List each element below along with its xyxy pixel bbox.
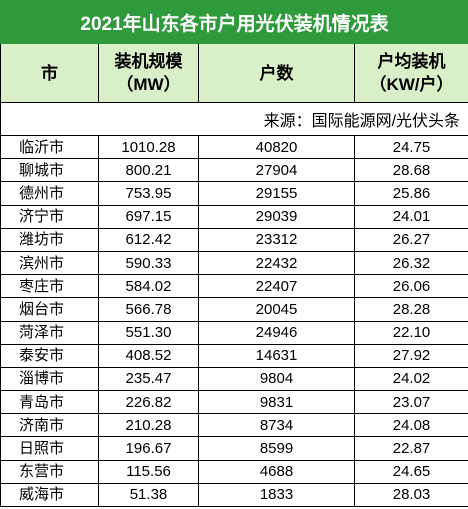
city-cell: 青岛市 <box>0 390 99 415</box>
value-cell: 24.75 <box>353 134 468 160</box>
value-cell: 26.06 <box>353 274 468 299</box>
column-header: 市 <box>0 43 99 103</box>
city-cell: 菏泽市 <box>0 320 99 345</box>
value-cell: 28.03 <box>353 482 468 508</box>
value-cell: 28.68 <box>353 158 468 183</box>
value-cell: 1833 <box>198 482 355 508</box>
value-cell: 753.95 <box>98 181 199 206</box>
table-row: 临沂市 1010.28 40820 24.75 <box>0 134 468 160</box>
value-cell: 235.47 <box>98 366 199 392</box>
value-cell: 24.08 <box>353 413 468 438</box>
table-row: 泰安市 408.52 14631 27.92 <box>0 343 468 368</box>
value-cell: 584.02 <box>98 274 199 299</box>
value-cell: 22407 <box>198 274 355 299</box>
city-cell: 临沂市 <box>0 134 99 160</box>
value-cell: 551.30 <box>98 320 199 345</box>
value-cell: 40820 <box>198 134 355 160</box>
value-cell: 210.28 <box>98 413 199 438</box>
value-cell: 20045 <box>198 297 355 322</box>
table-row: 济南市 210.28 8734 24.08 <box>0 413 468 438</box>
value-cell: 8734 <box>198 413 355 438</box>
table-row: 枣庄市 584.02 22407 26.06 <box>0 274 468 299</box>
header-row: 市 装机规模 （MW） 户数 户均装机 （KW/户） <box>0 43 468 103</box>
header-line: 户均装机 <box>377 52 446 71</box>
city-cell: 济南市 <box>0 413 99 438</box>
source-note: 来源：国际能源网/光伏头条 <box>0 102 468 136</box>
city-cell: 日照市 <box>0 436 99 461</box>
header-line: 装机规模 <box>114 52 183 71</box>
city-cell: 济宁市 <box>0 204 99 229</box>
value-cell: 24946 <box>198 320 355 345</box>
value-cell: 1010.28 <box>98 134 199 160</box>
header-line: （MW） <box>116 75 181 94</box>
value-cell: 9831 <box>198 390 355 415</box>
value-cell: 590.33 <box>98 250 199 276</box>
table-row: 德州市 753.95 29155 25.86 <box>0 181 468 206</box>
value-cell: 4688 <box>198 459 355 484</box>
value-cell: 51.38 <box>98 482 199 508</box>
city-cell: 泰安市 <box>0 343 99 368</box>
value-cell: 24.65 <box>353 459 468 484</box>
value-cell: 28.28 <box>353 297 468 322</box>
column-header: 装机规模 （MW） <box>98 43 199 103</box>
value-cell: 29155 <box>198 181 355 206</box>
value-cell: 27.92 <box>353 343 468 368</box>
value-cell: 23312 <box>198 227 355 252</box>
table-row: 聊城市 800.21 27904 28.68 <box>0 158 468 183</box>
city-cell: 威海市 <box>0 482 99 508</box>
table-row: 青岛市 226.82 9831 23.07 <box>0 390 468 415</box>
column-header: 户数 <box>198 43 355 103</box>
table-row: 威海市 51.38 1833 28.03 <box>0 482 468 508</box>
value-cell: 408.52 <box>98 343 199 368</box>
value-cell: 24.02 <box>353 366 468 392</box>
column-header: 户均装机 （KW/户） <box>353 43 468 103</box>
value-cell: 226.82 <box>98 390 199 415</box>
value-cell: 22.10 <box>353 320 468 345</box>
table-row: 淄博市 235.47 9804 24.02 <box>0 366 468 392</box>
table-row: 滨州市 590.33 22432 26.32 <box>0 250 468 276</box>
table-row: 潍坊市 612.42 23312 26.27 <box>0 227 468 252</box>
value-cell: 196.67 <box>98 436 199 461</box>
value-cell: 22.87 <box>353 436 468 461</box>
value-cell: 26.27 <box>353 227 468 252</box>
value-cell: 566.78 <box>98 297 199 322</box>
value-cell: 9804 <box>198 366 355 392</box>
value-cell: 612.42 <box>98 227 199 252</box>
city-cell: 聊城市 <box>0 158 99 183</box>
table-row: 烟台市 566.78 20045 28.28 <box>0 297 468 322</box>
table-body: 临沂市 1010.28 40820 24.75 聊城市 800.21 27904 28.68 德… <box>0 134 468 508</box>
table-row: 东营市 115.56 4688 24.65 <box>0 459 468 484</box>
value-cell: 8599 <box>198 436 355 461</box>
header-line: 户数 <box>259 63 294 83</box>
header-line: 市 <box>41 63 58 83</box>
table-row: 菏泽市 551.30 24946 22.10 <box>0 320 468 345</box>
value-cell: 800.21 <box>98 158 199 183</box>
value-cell: 24.01 <box>353 204 468 229</box>
table-row: 济宁市 697.15 29039 24.01 <box>0 204 468 229</box>
city-cell: 东营市 <box>0 459 99 484</box>
header-line: （KW/户） <box>369 75 454 94</box>
city-cell: 枣庄市 <box>0 274 99 299</box>
city-cell: 潍坊市 <box>0 227 99 252</box>
value-cell: 29039 <box>198 204 355 229</box>
value-cell: 26.32 <box>353 250 468 276</box>
value-cell: 25.86 <box>353 181 468 206</box>
city-cell: 滨州市 <box>0 250 99 276</box>
value-cell: 115.56 <box>98 459 199 484</box>
value-cell: 14631 <box>198 343 355 368</box>
value-cell: 22432 <box>198 250 355 276</box>
table-row: 日照市 196.67 8599 22.87 <box>0 436 468 461</box>
city-cell: 淄博市 <box>0 366 99 392</box>
value-cell: 697.15 <box>98 204 199 229</box>
value-cell: 23.07 <box>353 390 468 415</box>
city-cell: 烟台市 <box>0 297 99 322</box>
city-cell: 德州市 <box>0 181 99 206</box>
value-cell: 27904 <box>198 158 355 183</box>
table-title: 2021年山东各市户用光伏装机情况表 <box>0 0 468 44</box>
